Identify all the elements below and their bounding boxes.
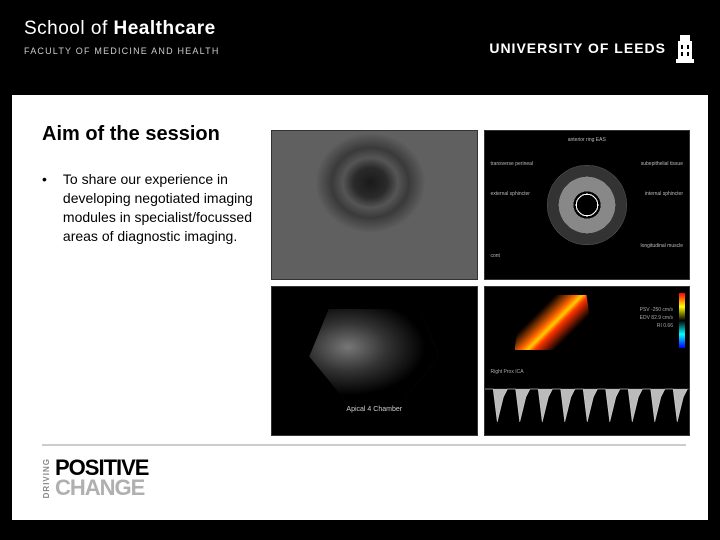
slide-header: School of Healthcare FACULTY OF MEDICINE… [0, 0, 720, 95]
color-scale-icon [679, 293, 685, 348]
school-bold: Healthcare [114, 18, 216, 39]
img2-label: anterior ring EAS [568, 137, 606, 143]
img2-label: transverse perineal [491, 161, 534, 167]
bullet-dot-icon: • [42, 170, 47, 246]
img2-label: subepithelial tissue [641, 161, 683, 167]
heart-chambers-graphic [309, 309, 439, 404]
text-column: • To share our experience in developing … [42, 170, 257, 436]
bullet-item: • To share our experience in developing … [42, 170, 257, 246]
university-logo-icon [674, 33, 696, 63]
faculty-name: FACULTY OF MEDICINE AND HEALTH [24, 46, 220, 56]
img2-label: external sphincter [491, 191, 530, 197]
footer-divider [42, 444, 686, 446]
anal-ring-graphic [547, 165, 627, 245]
school-name: School of Healthcare [24, 18, 220, 40]
ultrasound-image-3: Apical 4 Chamber [271, 286, 478, 436]
ultrasound-image-2: anterior ring EAS transverse perineal ex… [484, 130, 691, 280]
university-name: UNIVERSITY OF LEEDS [489, 40, 666, 56]
img3-caption: Apical 4 Chamber [346, 406, 402, 413]
ultrasound-image-1 [271, 130, 478, 280]
slide-body: • To share our experience in developing … [42, 170, 690, 436]
doppler-graphic [515, 295, 595, 350]
footer-branding: DRIVING POSITIVE CHANGE [42, 458, 148, 498]
img4-label: EDV 82.9 cm/s [640, 315, 673, 321]
ultrasound-image-4: PSV -250 cm/s EDV 82.9 cm/s RI 0.66 Righ… [484, 286, 691, 436]
slide-content: Aim of the session • To share our experi… [12, 95, 708, 520]
img4-label: RI 0.66 [657, 323, 673, 329]
bullet-text: To share our experience in developing ne… [63, 170, 257, 246]
school-prefix: School of [24, 18, 114, 39]
change-text: CHANGE [55, 478, 148, 498]
img4-label: PSV -250 cm/s [640, 307, 673, 313]
university-branding: UNIVERSITY OF LEEDS [489, 33, 696, 63]
img4-label: Right Prox ICA [491, 369, 524, 375]
driving-positive-change-logo: DRIVING POSITIVE CHANGE [42, 458, 148, 498]
img2-label: cont [491, 253, 500, 259]
image-grid: anterior ring EAS transverse perineal ex… [271, 130, 690, 436]
img2-label: internal sphincter [645, 191, 683, 197]
school-branding: School of Healthcare FACULTY OF MEDICINE… [24, 18, 220, 56]
driving-text: DRIVING [42, 458, 51, 498]
img2-label: longitudinal muscle [640, 243, 683, 249]
spectral-waveform [485, 377, 690, 427]
